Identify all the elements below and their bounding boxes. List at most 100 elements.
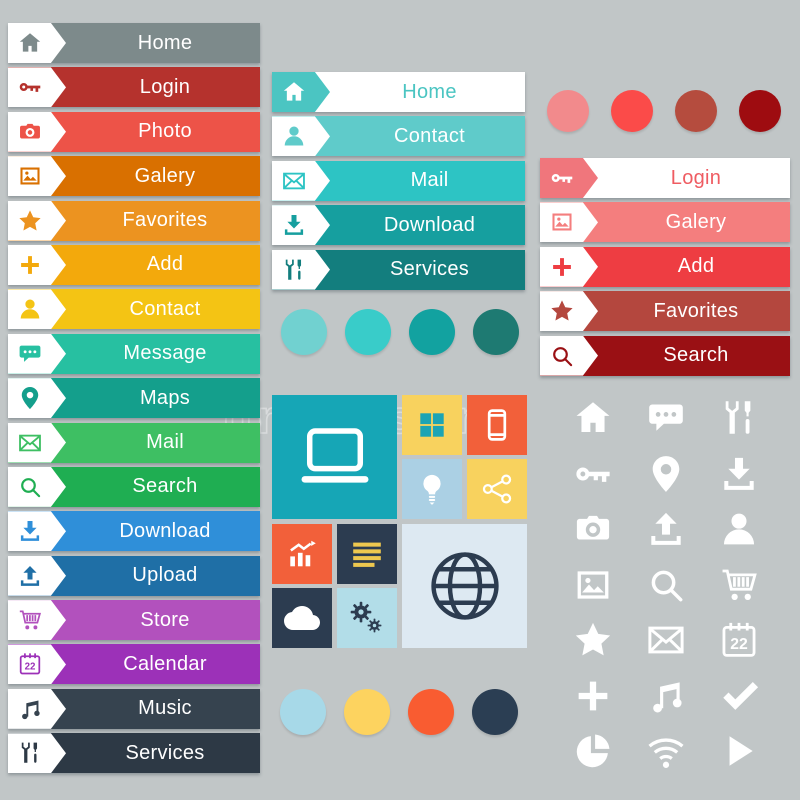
menu-item-photo[interactable]: Photo xyxy=(8,111,260,152)
menu-item-home[interactable]: Home xyxy=(8,23,260,63)
menu-item-maps[interactable]: Maps xyxy=(8,378,260,419)
sheet-icon-wifi[interactable] xyxy=(645,730,687,777)
menu-item-contact[interactable]: Contact xyxy=(8,289,260,330)
tile-bulb[interactable] xyxy=(402,459,462,520)
color-swatch xyxy=(675,90,717,132)
teal-color-palette xyxy=(281,309,519,355)
menu-item-mail[interactable]: Mail xyxy=(8,422,260,463)
menu-item-download[interactable]: Download xyxy=(8,511,260,552)
mail-icon xyxy=(17,430,43,456)
sheet-icon-download[interactable] xyxy=(718,453,760,500)
menu-icon-box xyxy=(272,249,330,290)
menu-item-search[interactable]: Search xyxy=(8,466,260,507)
tile-cloud[interactable] xyxy=(272,587,332,648)
sheet-icon-star[interactable] xyxy=(572,619,614,666)
sheet-icon-tools[interactable] xyxy=(718,397,760,444)
menu-item-login[interactable]: Login xyxy=(540,158,790,198)
sheet-icon-cart[interactable] xyxy=(718,564,760,611)
sheet-icon-pin[interactable] xyxy=(645,453,687,500)
tile-menu[interactable] xyxy=(337,523,397,584)
tools-icon xyxy=(17,740,43,766)
menu-item-services[interactable]: Services xyxy=(272,249,525,290)
menu-item-galery[interactable]: Galery xyxy=(540,202,790,243)
tile-phone[interactable] xyxy=(467,395,527,455)
menu-item-mail[interactable]: Mail xyxy=(272,160,525,201)
menu-icon-box xyxy=(8,200,66,241)
download-icon xyxy=(17,518,43,544)
tile-apps[interactable] xyxy=(402,395,462,455)
menu-icon-box xyxy=(8,333,66,374)
chart-icon xyxy=(284,536,320,572)
menu-icon-box xyxy=(8,600,66,641)
key-icon xyxy=(572,453,614,495)
blue-color-palette xyxy=(280,689,518,735)
menu-item-label: Home xyxy=(137,31,193,54)
menu-item-services[interactable]: Services xyxy=(8,733,260,774)
tools-icon xyxy=(281,257,307,283)
music-icon xyxy=(17,696,43,722)
menu-item-contact[interactable]: Contact xyxy=(272,116,525,157)
menu-item-store[interactable]: Store xyxy=(8,600,260,641)
download-icon xyxy=(281,212,307,238)
menu-item-login[interactable]: Login xyxy=(8,67,260,108)
sheet-icon-music[interactable] xyxy=(645,675,687,722)
sheet-icon-chat[interactable] xyxy=(645,397,687,444)
sheet-icon-mail[interactable] xyxy=(645,619,687,666)
menu-item-label: Mail xyxy=(410,169,449,192)
menu-icon-box xyxy=(540,158,598,198)
image-icon xyxy=(549,209,575,235)
menu-item-add[interactable]: Add xyxy=(8,244,260,285)
menu-icon-box xyxy=(8,23,66,63)
menu-item-label: Maps xyxy=(139,386,191,409)
upload-icon xyxy=(645,508,687,550)
sheet-icon-image[interactable] xyxy=(572,564,614,611)
menu-item-calendar[interactable]: Calendar xyxy=(8,644,260,685)
sheet-icon-search[interactable] xyxy=(645,564,687,611)
menu-item-favorites[interactable]: Favorites xyxy=(540,291,790,332)
menu-item-galery[interactable]: Galery xyxy=(8,156,260,197)
sheet-icon-home[interactable] xyxy=(572,397,614,444)
sheet-icon-calendar[interactable] xyxy=(718,619,760,666)
sheet-icon-person[interactable] xyxy=(718,508,760,555)
menu-icon-box xyxy=(8,644,66,685)
menu-item-favorites[interactable]: Favorites xyxy=(8,200,260,241)
color-swatch xyxy=(408,689,454,735)
menu-item-label: Services xyxy=(125,741,205,764)
mail-icon xyxy=(281,168,307,194)
icon-sheet xyxy=(556,393,775,782)
menu-item-download[interactable]: Download xyxy=(272,205,525,246)
menu-item-label: Contact xyxy=(129,297,201,320)
sheet-icon-camera[interactable] xyxy=(572,508,614,555)
tile-laptop[interactable] xyxy=(272,395,397,520)
menu-icon-box xyxy=(8,244,66,285)
sheet-icon-upload[interactable] xyxy=(645,508,687,555)
person-icon xyxy=(17,296,43,322)
tile-chart[interactable] xyxy=(272,523,332,584)
sheet-icon-play[interactable] xyxy=(718,730,760,777)
search-icon xyxy=(645,564,687,606)
menu-item-home[interactable]: Home xyxy=(272,72,525,112)
menu-icon xyxy=(349,536,385,572)
sheet-icon-key[interactable] xyxy=(572,453,614,500)
menu-item-add[interactable]: Add xyxy=(540,246,790,287)
tile-share[interactable] xyxy=(467,459,527,520)
menu-item-message[interactable]: Message xyxy=(8,333,260,374)
color-swatch xyxy=(611,90,653,132)
color-swatch xyxy=(345,309,391,355)
mail-icon xyxy=(645,619,687,661)
sheet-icon-check[interactable] xyxy=(718,675,760,722)
sheet-icon-pie[interactable] xyxy=(572,730,614,777)
menu-item-label: Galery xyxy=(134,164,196,187)
download-icon xyxy=(718,453,760,495)
menu-item-music[interactable]: Music xyxy=(8,688,260,729)
color-swatch xyxy=(344,689,390,735)
menu-item-search[interactable]: Search xyxy=(540,335,790,376)
sheet-icon-plus[interactable] xyxy=(572,675,614,722)
left-menu: Home Login Photo Galery Favorites Add Co… xyxy=(8,23,260,774)
home-icon xyxy=(17,30,43,56)
menu-item-label: Download xyxy=(383,213,476,236)
tile-gears[interactable] xyxy=(337,587,397,648)
image-icon xyxy=(17,163,43,189)
tile-globe[interactable] xyxy=(402,523,527,648)
menu-item-upload[interactable]: Upload xyxy=(8,555,260,596)
